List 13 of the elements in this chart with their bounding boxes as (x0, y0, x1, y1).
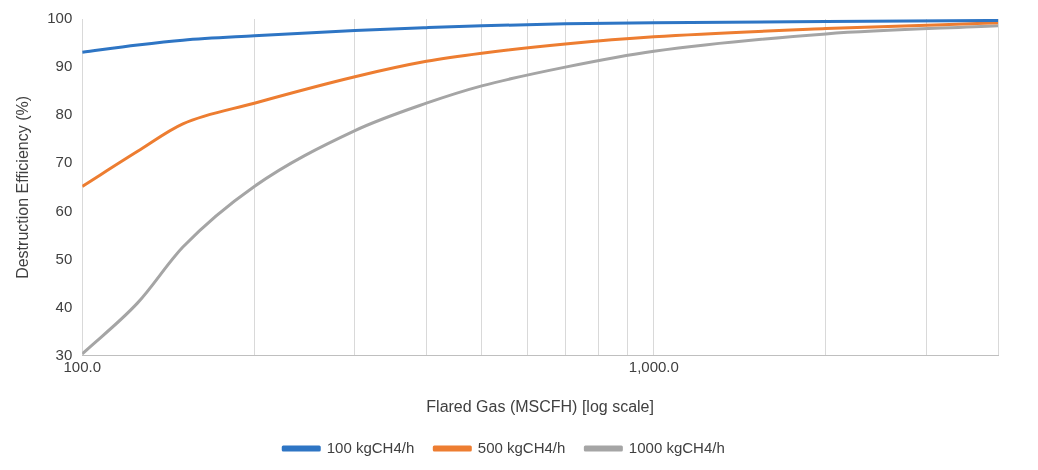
y-tick-label: 70 (55, 153, 73, 171)
y-axis-title: Destruction Efficiency (%) (14, 95, 32, 279)
y-tick-label: 40 (55, 297, 73, 315)
y-tick-label: 80 (55, 105, 73, 123)
x-axis-title: Flared Gas (MSCFH) [log scale] (426, 397, 654, 415)
y-tick-label: 100 (47, 9, 73, 27)
y-tick-label: 90 (55, 57, 73, 75)
y-tick-label: 60 (55, 201, 73, 219)
legend-label: 500 kgCH4/h (477, 438, 566, 456)
legend-label: 1000 kgCH4/h (628, 438, 725, 456)
y-tick-label: 50 (55, 249, 73, 267)
x-tick-label: 1,000.0 (628, 357, 679, 375)
legend-label: 100 kgCH4/h (326, 438, 415, 456)
